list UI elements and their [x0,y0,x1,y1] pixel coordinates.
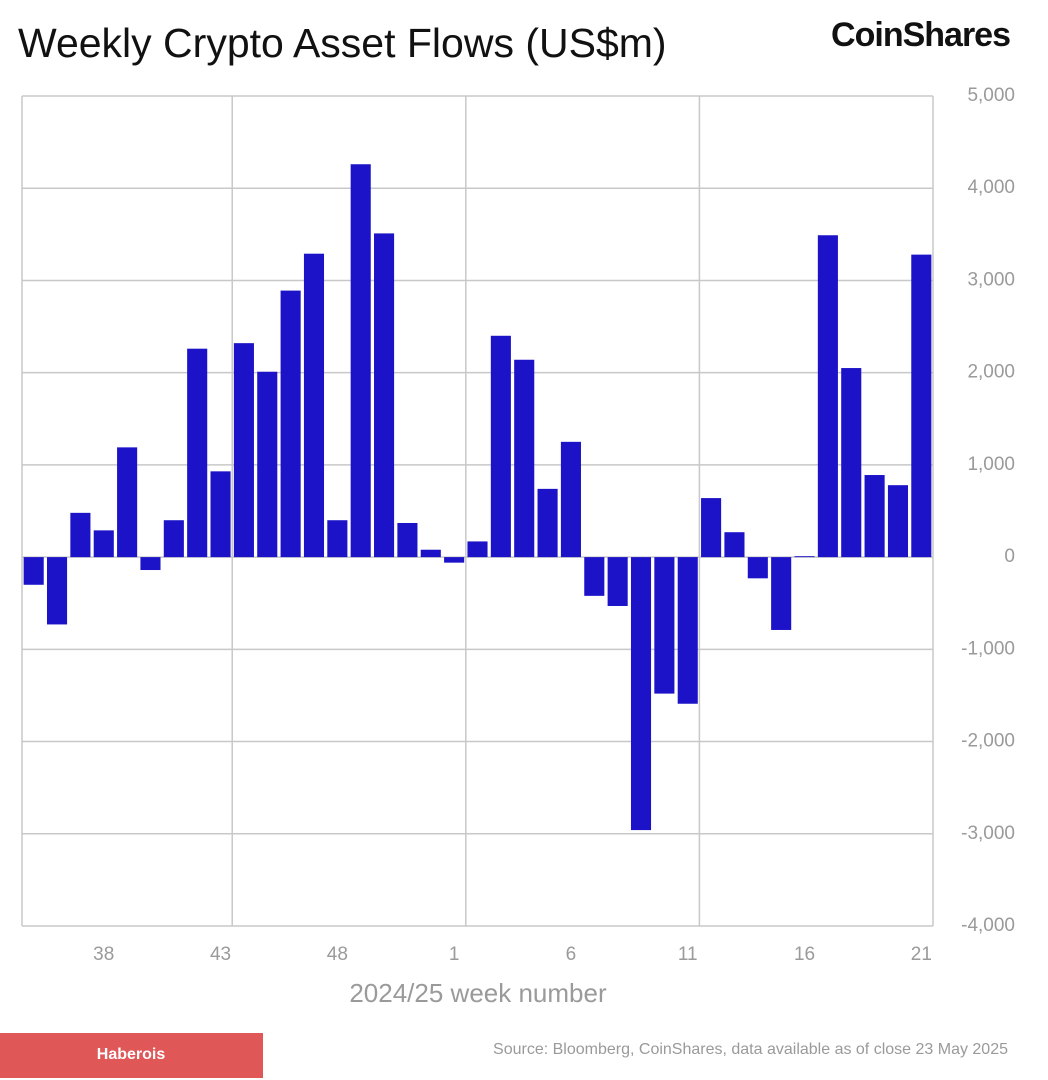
watermark: Haberois [97,1046,166,1063]
x-tick-label: 16 [794,944,815,965]
bar [514,359,535,558]
bar [630,557,652,831]
bar [350,164,371,558]
bar [23,557,44,585]
bar [140,557,161,571]
y-tick-label: -2,000 [961,731,1015,752]
x-tick-label: 21 [911,944,932,965]
y-tick-label: 5,000 [967,85,1015,106]
bar [303,253,325,558]
bar [537,488,558,558]
bar [257,371,278,558]
chart-title: Weekly Crypto Asset Flows (US$m) [18,20,667,66]
bar [864,475,885,558]
bar [724,532,745,558]
x-tick-label: 6 [566,944,577,965]
x-tick-label: 43 [210,944,231,965]
bar [560,441,581,558]
bar [327,520,348,558]
bar [70,512,91,558]
watermark-box [0,1033,263,1078]
bar [163,520,184,558]
bar [210,471,231,558]
bar [280,290,301,558]
y-tick-label: 0 [1004,546,1015,567]
bar [93,530,114,558]
bar [747,557,768,579]
bar [607,557,628,606]
x-tick-label: 38 [93,944,114,965]
bar [817,235,838,558]
y-tick-label: 1,000 [967,454,1015,475]
bar [233,343,254,558]
x-tick-label: 1 [449,944,460,965]
x-axis-label: 2024/25 week number [349,978,607,1008]
bar [467,541,488,558]
source: Source: Bloomberg, CoinShares, data avai… [493,1041,1008,1058]
bar [397,522,418,558]
bar [187,348,208,558]
y-tick-label: -3,000 [961,823,1015,844]
bar [701,498,722,558]
bar [374,233,395,558]
y-tick-label: 3,000 [967,269,1015,290]
bar [46,557,68,625]
y-tick-label: -4,000 [961,915,1015,936]
logo: CoinShares [831,16,1010,54]
bar [490,335,511,558]
bar [677,557,698,704]
bar [420,549,441,558]
bar [911,254,932,558]
bar [794,556,815,558]
bar [771,557,792,630]
bar [584,557,605,596]
bar [654,557,675,694]
x-tick-label: 48 [327,944,348,965]
y-tick-label: -1,000 [961,638,1015,659]
bar [887,485,909,558]
bar [117,447,138,558]
y-tick-label: 2,000 [967,362,1015,383]
bar [841,368,862,558]
bar [444,557,465,563]
y-tick-label: 4,000 [967,177,1015,198]
x-tick-label: 11 [678,944,698,965]
